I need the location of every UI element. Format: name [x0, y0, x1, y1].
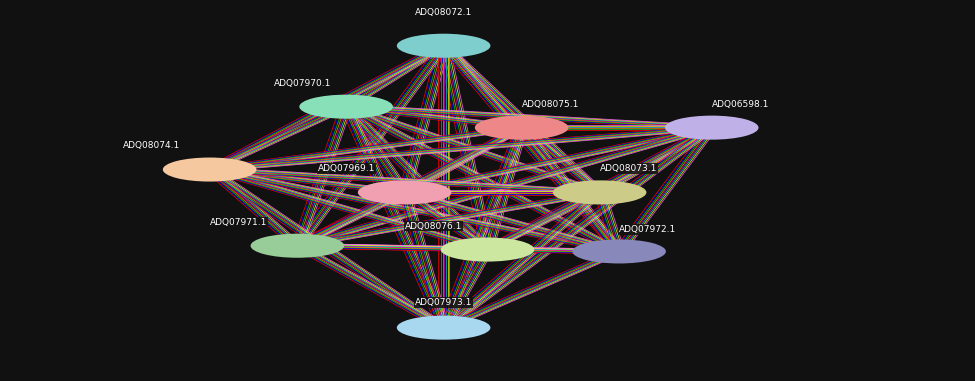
- Ellipse shape: [163, 157, 256, 182]
- Text: ADQ08076.1: ADQ08076.1: [406, 221, 462, 231]
- Ellipse shape: [299, 94, 393, 119]
- Text: ADQ07971.1: ADQ07971.1: [211, 218, 267, 227]
- Text: ADQ07973.1: ADQ07973.1: [415, 298, 472, 307]
- Ellipse shape: [572, 239, 666, 264]
- Text: ADQ08072.1: ADQ08072.1: [415, 8, 472, 17]
- Text: ADQ07969.1: ADQ07969.1: [318, 164, 374, 173]
- Text: ADQ08074.1: ADQ08074.1: [123, 141, 179, 150]
- Ellipse shape: [553, 180, 646, 205]
- Text: ADQ08075.1: ADQ08075.1: [522, 99, 579, 109]
- Ellipse shape: [358, 180, 451, 205]
- Text: ADQ07972.1: ADQ07972.1: [619, 225, 677, 234]
- Text: ADQ08073.1: ADQ08073.1: [600, 164, 657, 173]
- Ellipse shape: [251, 234, 344, 258]
- Ellipse shape: [441, 237, 534, 262]
- Ellipse shape: [397, 34, 490, 58]
- Text: ADQ06598.1: ADQ06598.1: [712, 99, 769, 109]
- Text: ADQ07970.1: ADQ07970.1: [274, 78, 331, 88]
- Ellipse shape: [475, 115, 568, 140]
- Ellipse shape: [397, 315, 490, 340]
- Ellipse shape: [665, 115, 759, 140]
